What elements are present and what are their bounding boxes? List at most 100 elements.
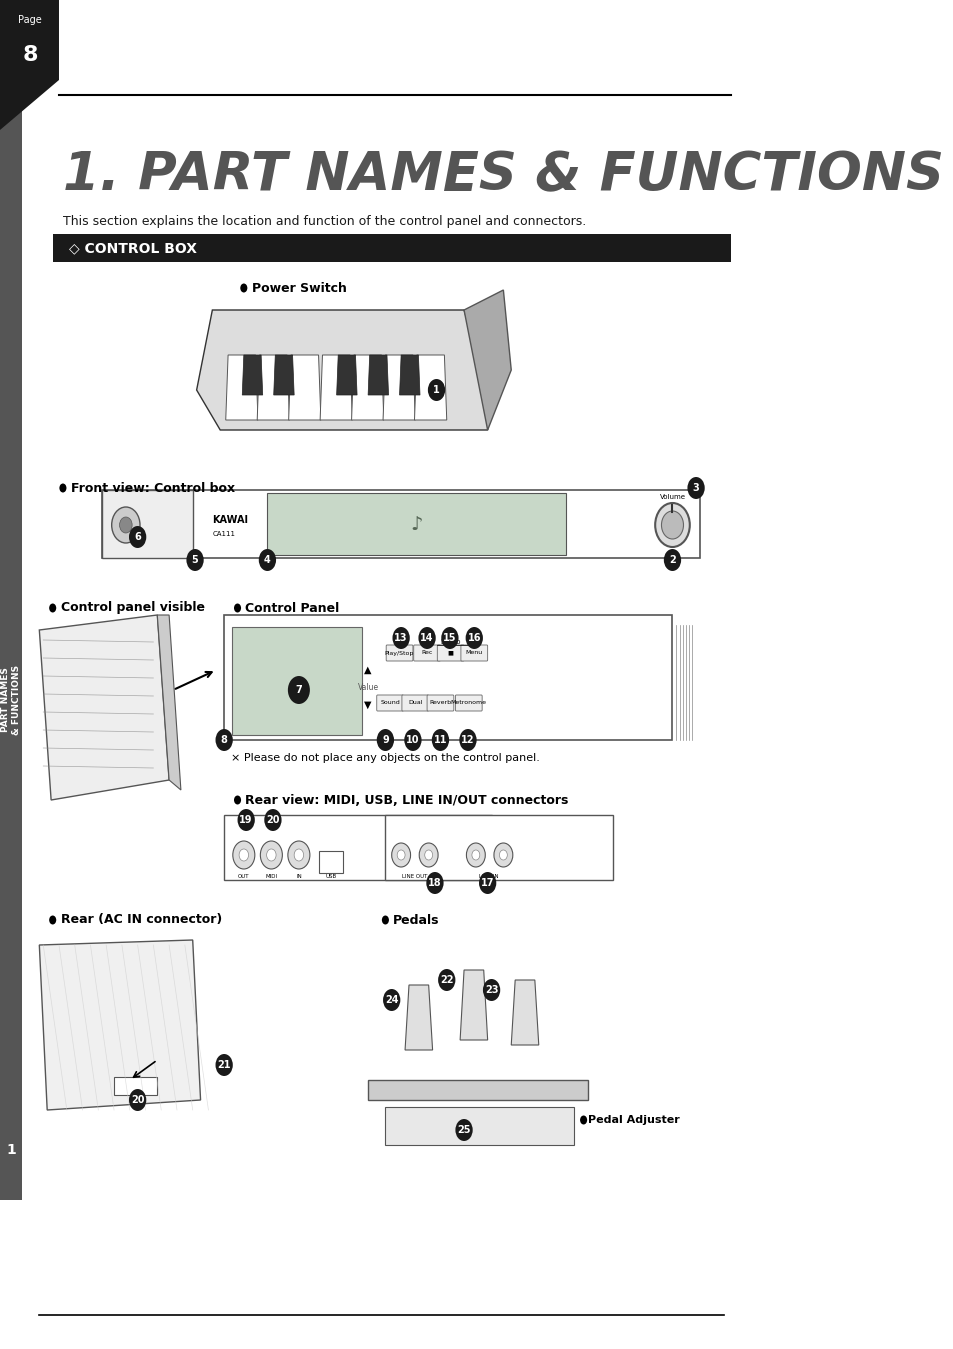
Circle shape <box>383 989 400 1010</box>
Circle shape <box>129 526 146 548</box>
Circle shape <box>687 478 704 499</box>
Polygon shape <box>157 615 181 791</box>
Text: Sound: Sound <box>380 700 399 706</box>
Circle shape <box>215 728 233 751</box>
Text: ♪: ♪ <box>410 514 423 533</box>
Circle shape <box>499 850 507 861</box>
Polygon shape <box>320 355 352 420</box>
Circle shape <box>437 969 455 992</box>
Circle shape <box>418 843 437 867</box>
FancyBboxPatch shape <box>232 627 361 735</box>
Circle shape <box>472 850 479 861</box>
Text: 7: 7 <box>295 685 302 695</box>
Text: 5: 5 <box>192 554 198 565</box>
Text: ■: ■ <box>447 650 453 656</box>
Text: LINE IN: LINE IN <box>479 874 498 878</box>
Circle shape <box>258 549 275 571</box>
Text: 1: 1 <box>433 384 439 395</box>
Text: OUT: OUT <box>238 874 250 880</box>
Circle shape <box>381 916 389 924</box>
Circle shape <box>392 627 410 649</box>
Text: 2: 2 <box>668 554 675 565</box>
Text: Reverb: Reverb <box>429 700 451 706</box>
Text: 25: 25 <box>456 1125 471 1135</box>
Polygon shape <box>511 979 538 1045</box>
Circle shape <box>392 843 410 867</box>
Circle shape <box>579 1116 586 1125</box>
Circle shape <box>418 627 436 649</box>
FancyBboxPatch shape <box>267 492 566 554</box>
Text: Demo: Demo <box>440 639 460 645</box>
Text: Value: Value <box>357 683 378 692</box>
Polygon shape <box>368 355 388 395</box>
Text: Control panel visible: Control panel visible <box>60 602 204 615</box>
Circle shape <box>494 843 513 867</box>
Polygon shape <box>257 355 289 420</box>
Text: 12: 12 <box>460 735 475 745</box>
FancyBboxPatch shape <box>385 815 613 880</box>
Text: Rec: Rec <box>421 650 433 656</box>
Text: ▼: ▼ <box>364 700 372 710</box>
Text: ▲: ▲ <box>364 665 372 674</box>
Circle shape <box>465 627 482 649</box>
Circle shape <box>240 283 247 293</box>
Circle shape <box>466 843 485 867</box>
Circle shape <box>239 849 249 861</box>
Circle shape <box>458 728 476 751</box>
Polygon shape <box>39 940 200 1110</box>
Text: Front view: Control box: Front view: Control box <box>71 482 234 495</box>
Circle shape <box>426 871 443 894</box>
Text: 20: 20 <box>131 1095 144 1105</box>
Polygon shape <box>352 355 383 420</box>
Text: Dual: Dual <box>408 700 422 706</box>
Text: × Please do not place any objects on the control panel.: × Please do not place any objects on the… <box>231 753 539 764</box>
Text: KAWAI: KAWAI <box>213 515 248 525</box>
Text: 22: 22 <box>439 975 453 985</box>
Circle shape <box>119 517 132 533</box>
Circle shape <box>455 1120 472 1141</box>
Text: 20: 20 <box>266 815 279 826</box>
Text: 14: 14 <box>420 633 434 643</box>
FancyBboxPatch shape <box>436 645 463 661</box>
FancyBboxPatch shape <box>102 490 700 558</box>
Circle shape <box>655 503 689 546</box>
FancyBboxPatch shape <box>385 1108 574 1145</box>
Circle shape <box>237 809 254 831</box>
Circle shape <box>233 796 241 804</box>
Circle shape <box>288 676 310 704</box>
Polygon shape <box>39 615 169 800</box>
Circle shape <box>424 850 432 861</box>
Circle shape <box>478 871 496 894</box>
FancyBboxPatch shape <box>224 615 672 741</box>
Circle shape <box>233 840 254 869</box>
Polygon shape <box>399 355 419 395</box>
Text: 1: 1 <box>6 1143 16 1157</box>
Circle shape <box>663 549 680 571</box>
Circle shape <box>432 728 449 751</box>
FancyBboxPatch shape <box>460 645 487 661</box>
Text: PART NAMES
& FUNCTIONS: PART NAMES & FUNCTIONS <box>1 665 21 735</box>
Polygon shape <box>242 355 262 395</box>
Circle shape <box>59 483 67 492</box>
Circle shape <box>428 379 445 401</box>
Text: 17: 17 <box>480 878 494 888</box>
Text: 19: 19 <box>239 815 253 826</box>
Polygon shape <box>463 290 511 430</box>
Circle shape <box>215 1054 233 1077</box>
Text: Menu: Menu <box>465 650 482 656</box>
Circle shape <box>404 728 421 751</box>
Text: Page: Page <box>18 15 42 26</box>
Text: This section explains the location and function of the control panel and connect: This section explains the location and f… <box>63 216 585 228</box>
Text: 18: 18 <box>428 878 441 888</box>
Polygon shape <box>383 355 415 420</box>
Circle shape <box>50 603 56 612</box>
FancyBboxPatch shape <box>224 815 491 880</box>
Polygon shape <box>289 355 320 420</box>
Text: Rear view: MIDI, USB, LINE IN/OUT connectors: Rear view: MIDI, USB, LINE IN/OUT connec… <box>245 793 568 807</box>
Text: 23: 23 <box>484 985 497 996</box>
Text: MIDI: MIDI <box>265 874 277 880</box>
Circle shape <box>288 840 310 869</box>
Polygon shape <box>0 0 59 130</box>
Polygon shape <box>405 985 432 1050</box>
Text: 24: 24 <box>385 996 398 1005</box>
